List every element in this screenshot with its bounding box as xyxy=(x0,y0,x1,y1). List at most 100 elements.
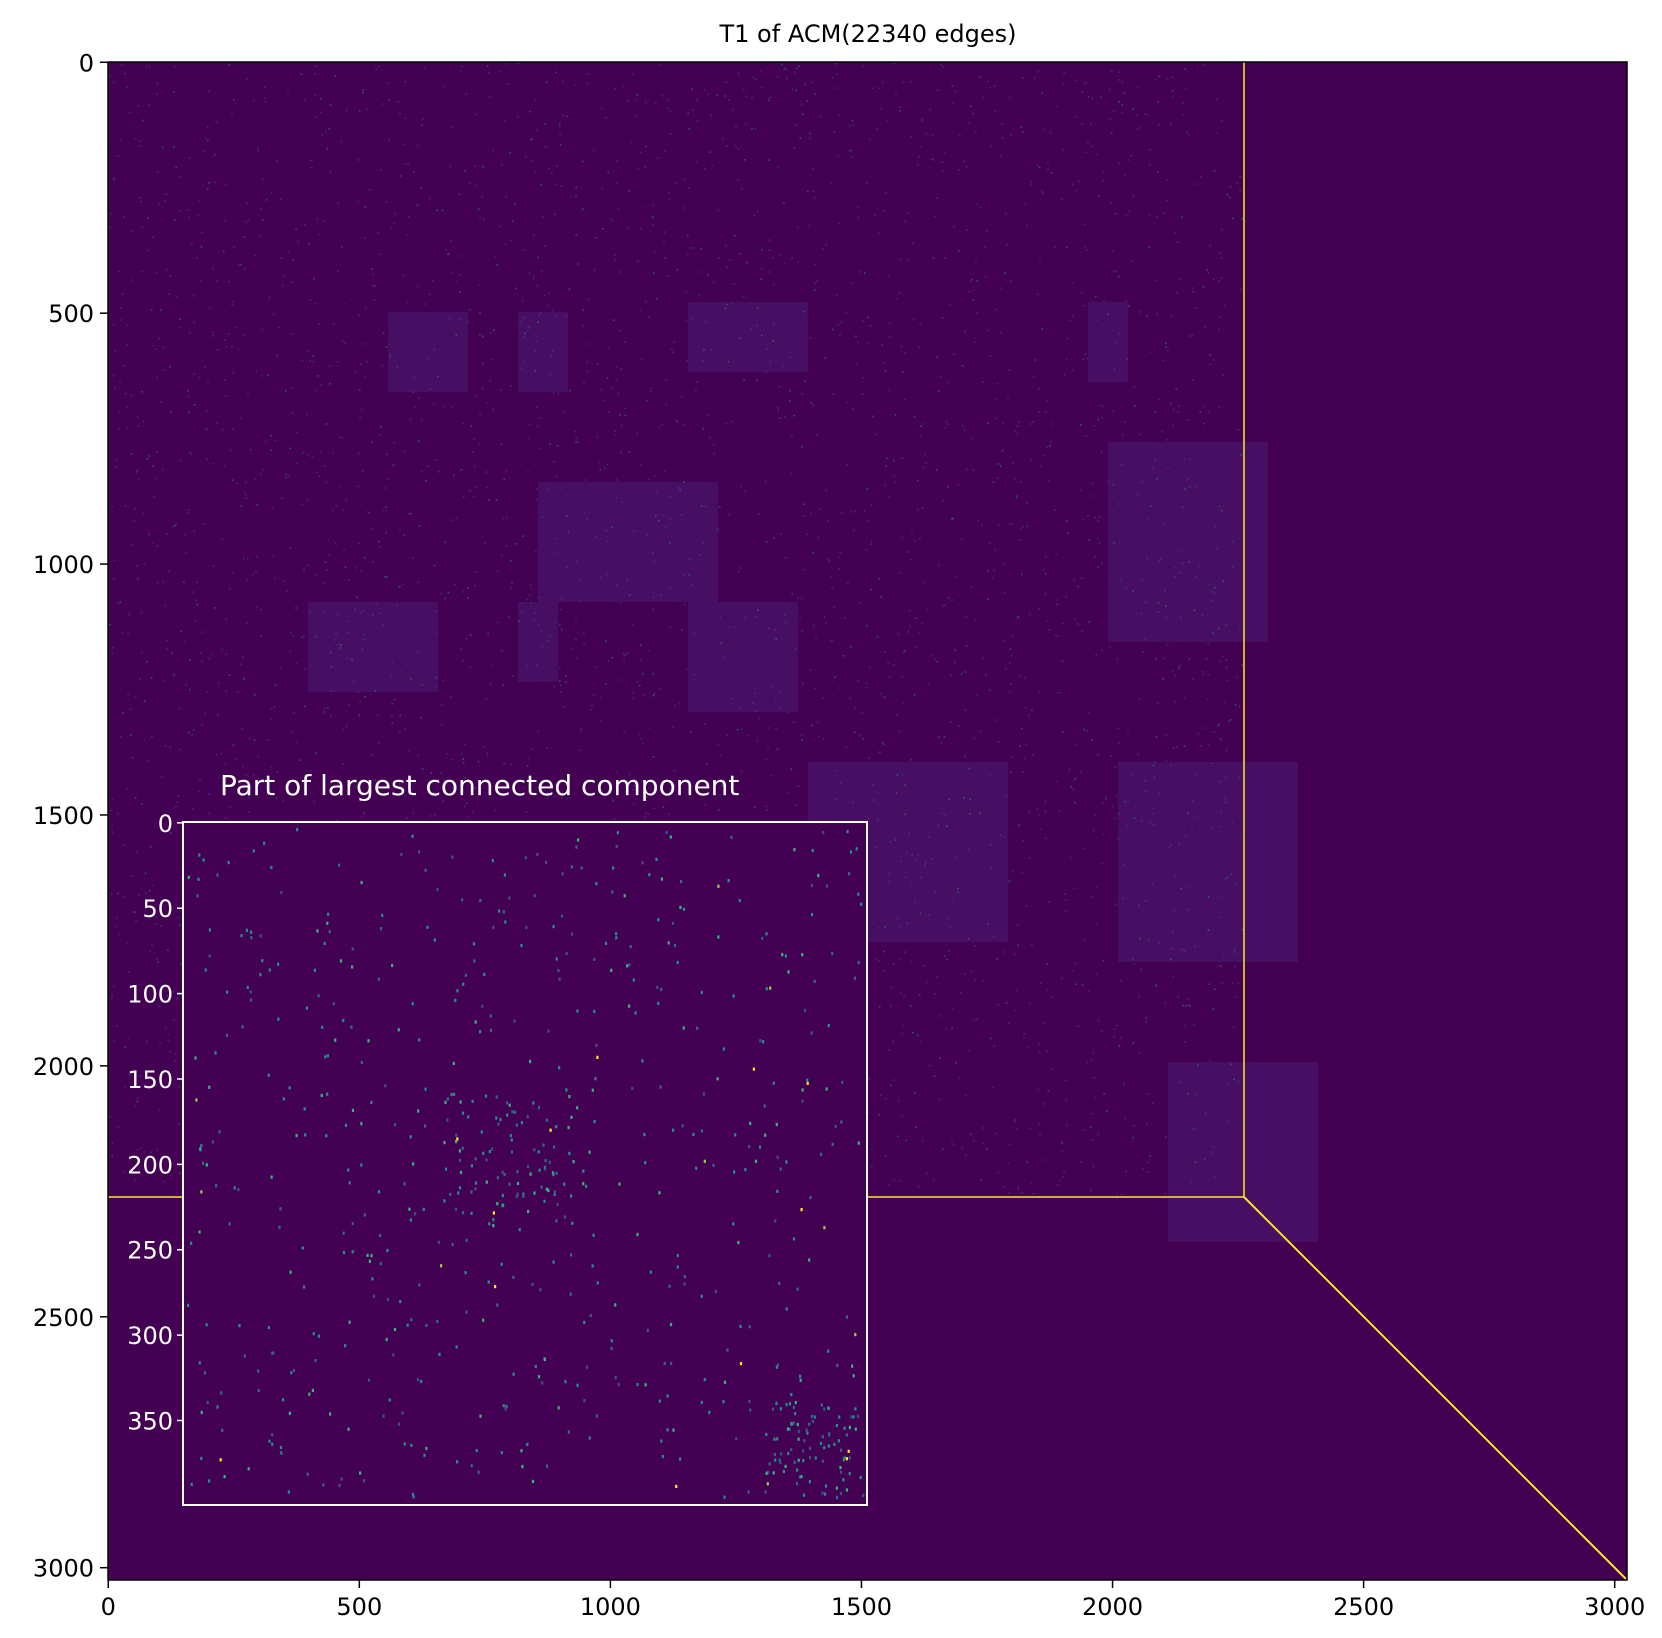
inset-dot xyxy=(508,1103,511,1107)
inset-dot xyxy=(403,1182,406,1186)
texture-dot xyxy=(1100,1030,1103,1033)
texture-dot xyxy=(1172,747,1175,749)
inset-dot xyxy=(583,1320,586,1324)
texture-dot xyxy=(290,730,293,733)
texture-dot xyxy=(1138,698,1141,700)
inset-dot xyxy=(848,1472,851,1476)
texture-dot xyxy=(1156,702,1159,704)
texture-dot xyxy=(964,671,967,673)
texture-dot xyxy=(537,425,539,428)
inset-dot xyxy=(479,1030,482,1034)
inset-dot xyxy=(511,1110,514,1114)
texture-dot xyxy=(620,679,623,681)
texture-dot xyxy=(729,259,731,261)
texture-dot xyxy=(737,72,740,75)
texture-dot xyxy=(276,771,279,774)
texture-dot xyxy=(1207,643,1209,645)
texture-dot xyxy=(1114,342,1116,345)
texture-dot xyxy=(1184,68,1187,70)
texture-dot xyxy=(918,1185,920,1188)
texture-dot xyxy=(738,337,740,339)
texture-dot xyxy=(871,1148,873,1150)
texture-dot xyxy=(922,423,924,425)
texture-dot xyxy=(392,464,395,467)
texture-dot xyxy=(639,659,642,662)
texture-dot xyxy=(820,115,822,118)
texture-dot xyxy=(178,1086,180,1088)
inset-dot xyxy=(350,1025,353,1029)
inset-dot xyxy=(327,912,330,916)
inset-dot xyxy=(765,1471,768,1475)
texture-dot xyxy=(1015,1127,1018,1130)
texture-dot xyxy=(335,633,337,635)
texture-dot xyxy=(1199,411,1202,414)
texture-dot xyxy=(450,519,452,521)
texture-dot xyxy=(270,449,273,452)
texture-dot xyxy=(1050,172,1053,174)
texture-dot xyxy=(1224,878,1226,881)
texture-dot xyxy=(1095,923,1098,925)
texture-dot xyxy=(633,802,635,805)
texture-dot xyxy=(794,648,797,650)
texture-dot xyxy=(811,724,813,727)
texture-dot xyxy=(566,514,568,517)
texture-dot xyxy=(592,694,595,696)
texture-dot xyxy=(270,434,272,437)
inset-dot xyxy=(660,877,663,881)
texture-dot xyxy=(751,97,754,99)
inset-dot xyxy=(776,1189,779,1193)
texture-dot xyxy=(587,73,590,75)
texture-dot xyxy=(119,601,121,604)
inset-dot xyxy=(247,1467,250,1471)
inset-dot xyxy=(785,1160,788,1164)
texture-dot xyxy=(789,390,791,392)
texture-dot xyxy=(292,259,295,261)
texture-dot xyxy=(757,609,759,611)
texture-dot xyxy=(333,323,335,325)
inset-dot xyxy=(571,932,574,936)
texture-dot xyxy=(460,70,462,72)
texture-dot xyxy=(148,533,150,536)
inset-dot xyxy=(744,1168,747,1172)
texture-dot xyxy=(1145,790,1147,793)
texture-dot xyxy=(1179,572,1181,574)
texture-dot xyxy=(982,1142,984,1145)
density-block xyxy=(518,312,568,392)
texture-dot xyxy=(1101,863,1103,865)
inset-dot xyxy=(593,1009,596,1014)
texture-dot xyxy=(404,81,407,83)
texture-dot xyxy=(469,308,471,311)
texture-dot xyxy=(966,468,968,471)
texture-dot xyxy=(295,662,298,665)
inset-dot xyxy=(614,1303,617,1307)
texture-dot xyxy=(980,206,982,209)
texture-dot xyxy=(1239,626,1241,628)
texture-dot xyxy=(641,358,643,361)
texture-dot xyxy=(943,257,946,259)
inset-dot xyxy=(675,1484,678,1488)
texture-dot xyxy=(1211,827,1213,829)
texture-dot xyxy=(736,728,739,731)
texture-dot xyxy=(119,381,121,383)
inset-dot xyxy=(683,1282,686,1286)
texture-dot xyxy=(145,65,148,68)
inset-dot xyxy=(806,1078,809,1082)
texture-dot xyxy=(1180,550,1183,553)
texture-dot xyxy=(1097,418,1100,421)
texture-dot xyxy=(1117,79,1120,81)
texture-dot xyxy=(970,586,973,588)
texture-dot xyxy=(982,980,985,982)
texture-dot xyxy=(755,710,757,713)
inset-dot xyxy=(503,1172,506,1177)
inset-dot xyxy=(510,1150,513,1154)
texture-dot xyxy=(607,530,609,532)
inset-dot xyxy=(628,963,631,967)
texture-dot xyxy=(604,467,606,469)
texture-dot xyxy=(989,1037,992,1040)
inset-dot xyxy=(533,894,536,898)
inset-y-tick-label: 50 xyxy=(142,895,173,923)
texture-dot xyxy=(174,1060,176,1062)
inset-dot xyxy=(474,1181,478,1185)
texture-dot xyxy=(875,846,878,849)
texture-dot xyxy=(124,73,126,75)
